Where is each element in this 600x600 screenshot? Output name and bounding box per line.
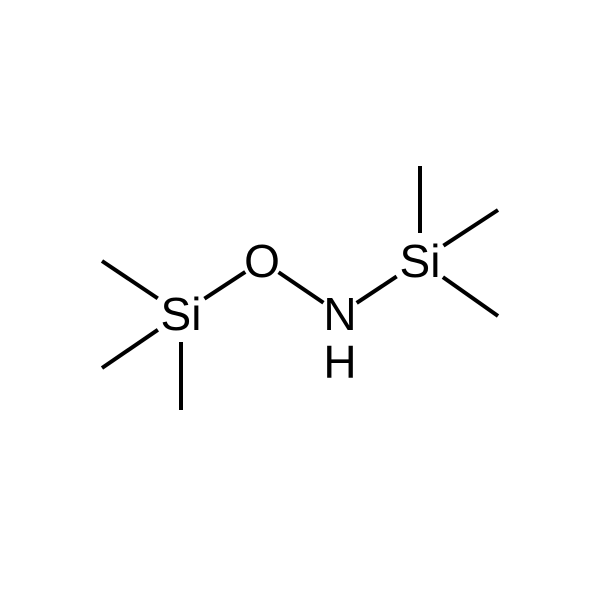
atom-label-o: O xyxy=(244,235,280,287)
atom-label-h: H xyxy=(323,336,356,388)
atom-label-si2: Si xyxy=(400,235,441,287)
atom-label-si1: Si xyxy=(161,288,202,340)
canvas-background xyxy=(0,0,600,600)
atom-label-n: N xyxy=(323,288,356,340)
chemical-structure: Si ONH Si xyxy=(0,0,600,600)
